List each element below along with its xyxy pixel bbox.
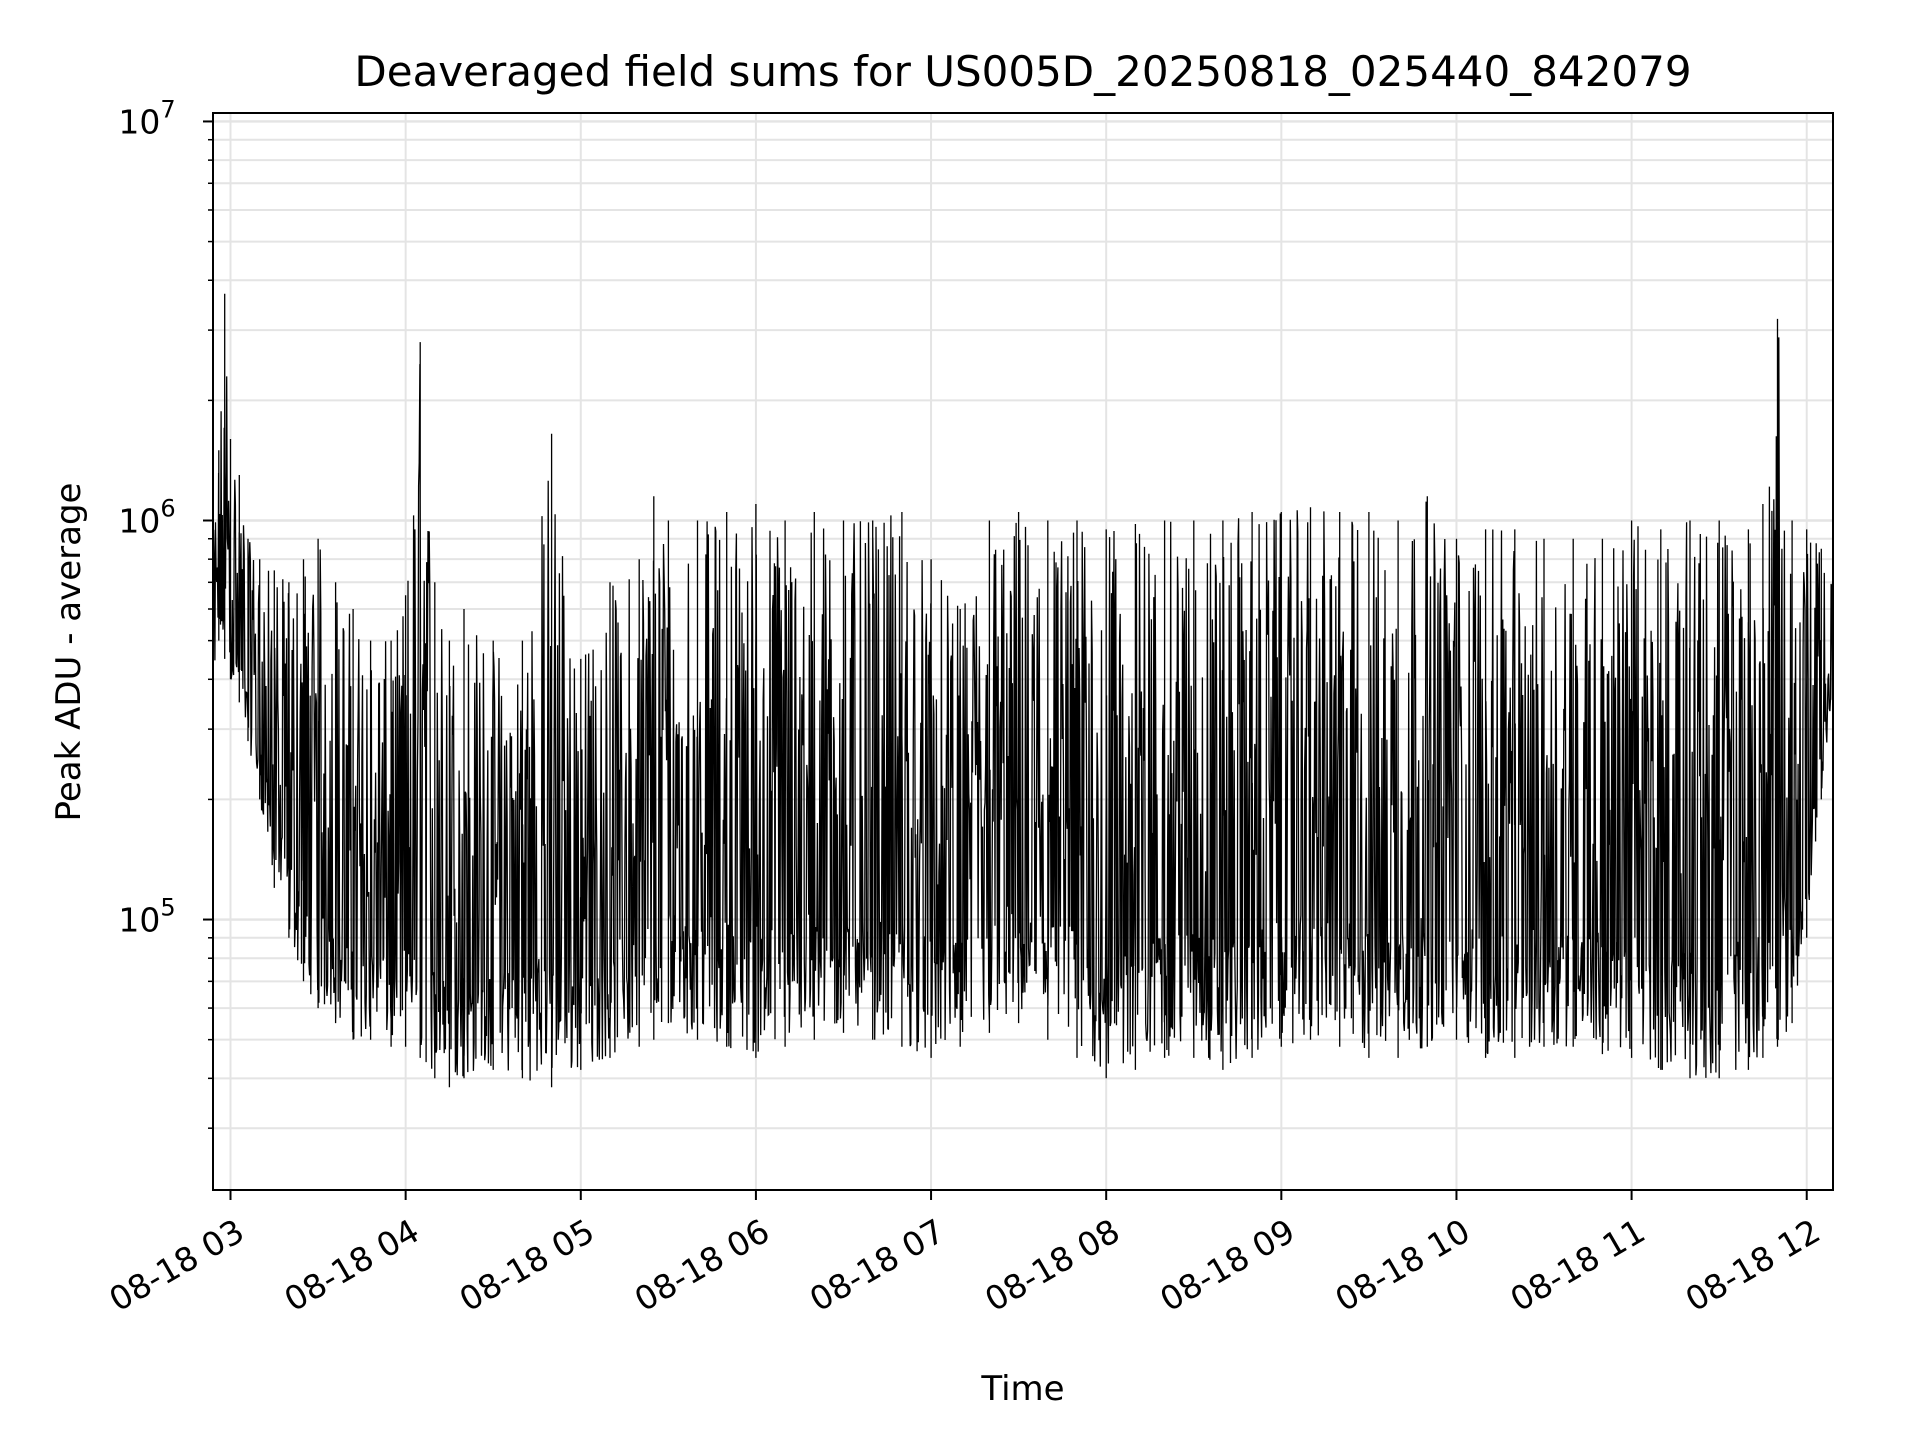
y-tick-exponent: 6 [160,494,175,522]
y-tick-base: 10 [118,501,160,540]
y-tick-exponent: 5 [160,894,175,922]
y-tick-base: 10 [118,901,160,940]
y-tick-label: 106 [118,494,175,540]
y-tick-label: 107 [118,95,175,141]
y-tick-label: 105 [118,894,175,940]
chart-title: Deaveraged field sums for US005D_2025081… [354,47,1691,96]
y-tick-base: 10 [118,102,160,141]
plot-frame [212,112,1834,1191]
series-line [212,293,1834,1088]
x-axis-label: Time [980,1369,1064,1409]
data-line [212,293,1834,1088]
y-axis-label: Peak ADU - average [49,483,89,822]
tick-marks [203,120,1808,1200]
y-tick-exponent: 7 [160,95,175,123]
